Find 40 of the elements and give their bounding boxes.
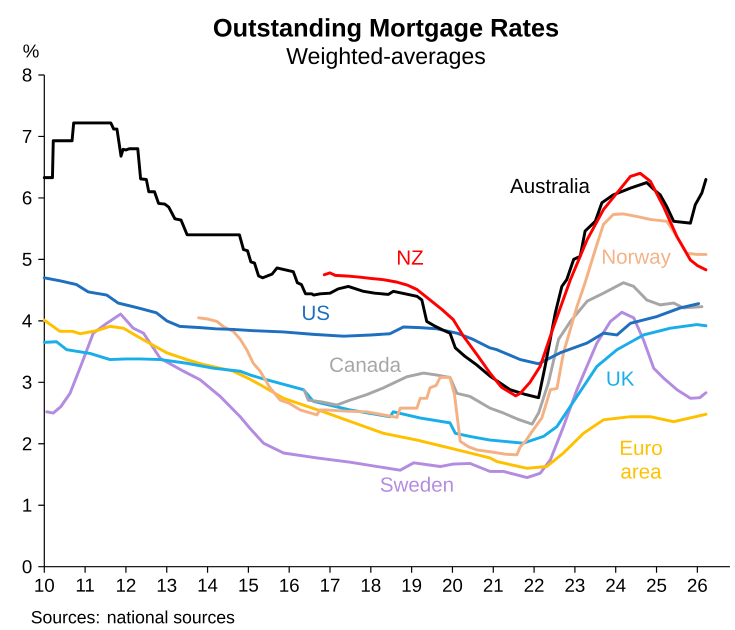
x-tick-label: 18: [362, 578, 380, 592]
chart-title: Outstanding Mortgage Rates: [214, 18, 558, 42]
line-series: [197, 212, 708, 456]
y-tick-label: 8: [22, 68, 32, 82]
y-tick-label: 6: [22, 191, 32, 205]
x-tick-label: 13: [158, 578, 176, 592]
y-tick-label: 7: [22, 130, 32, 143]
x-tick-label: 10: [35, 578, 54, 592]
x-tick-label: 26: [688, 578, 707, 592]
x-tick-label: 16: [280, 578, 299, 592]
series-label: Australia: [510, 178, 590, 194]
x-tick-label: 22: [524, 578, 544, 592]
series-label: US: [303, 306, 330, 320]
y-tick-label: 4: [22, 314, 32, 328]
series-label: Canada: [330, 356, 402, 372]
x-tick-label: 12: [116, 578, 136, 592]
y-tick-label: 1: [23, 498, 32, 512]
y-axis-title: %: [23, 44, 39, 58]
series-label: Norway: [603, 250, 671, 268]
y-tick-label: 3: [22, 376, 32, 389]
x-tick-label: 25: [647, 578, 666, 592]
x-tick-label: 24: [606, 578, 626, 592]
series-label: Euro area: [621, 440, 662, 479]
x-tick-label: 21: [484, 578, 503, 592]
x-tick-label: 15: [239, 578, 258, 592]
x-tick-label: 19: [402, 578, 422, 592]
x-tick-label: 23: [565, 578, 584, 592]
x-tick-label: 17: [321, 578, 340, 592]
chart-subtitle: Weighted-averages: [286, 47, 485, 69]
x-tick-label: 11: [76, 578, 94, 592]
x-tick-label: 14: [198, 578, 218, 592]
series-label: UK: [608, 371, 634, 386]
line-series: [302, 281, 704, 426]
y-tick-label: 5: [22, 252, 32, 266]
y-tick-label: 2: [22, 437, 32, 450]
x-tick-label: 20: [443, 578, 462, 592]
series-label: Sweden: [380, 476, 453, 492]
source-note: Sources: national sources: [32, 610, 234, 624]
y-tick-label: 0: [22, 560, 32, 574]
series-label: NZ: [398, 250, 424, 265]
